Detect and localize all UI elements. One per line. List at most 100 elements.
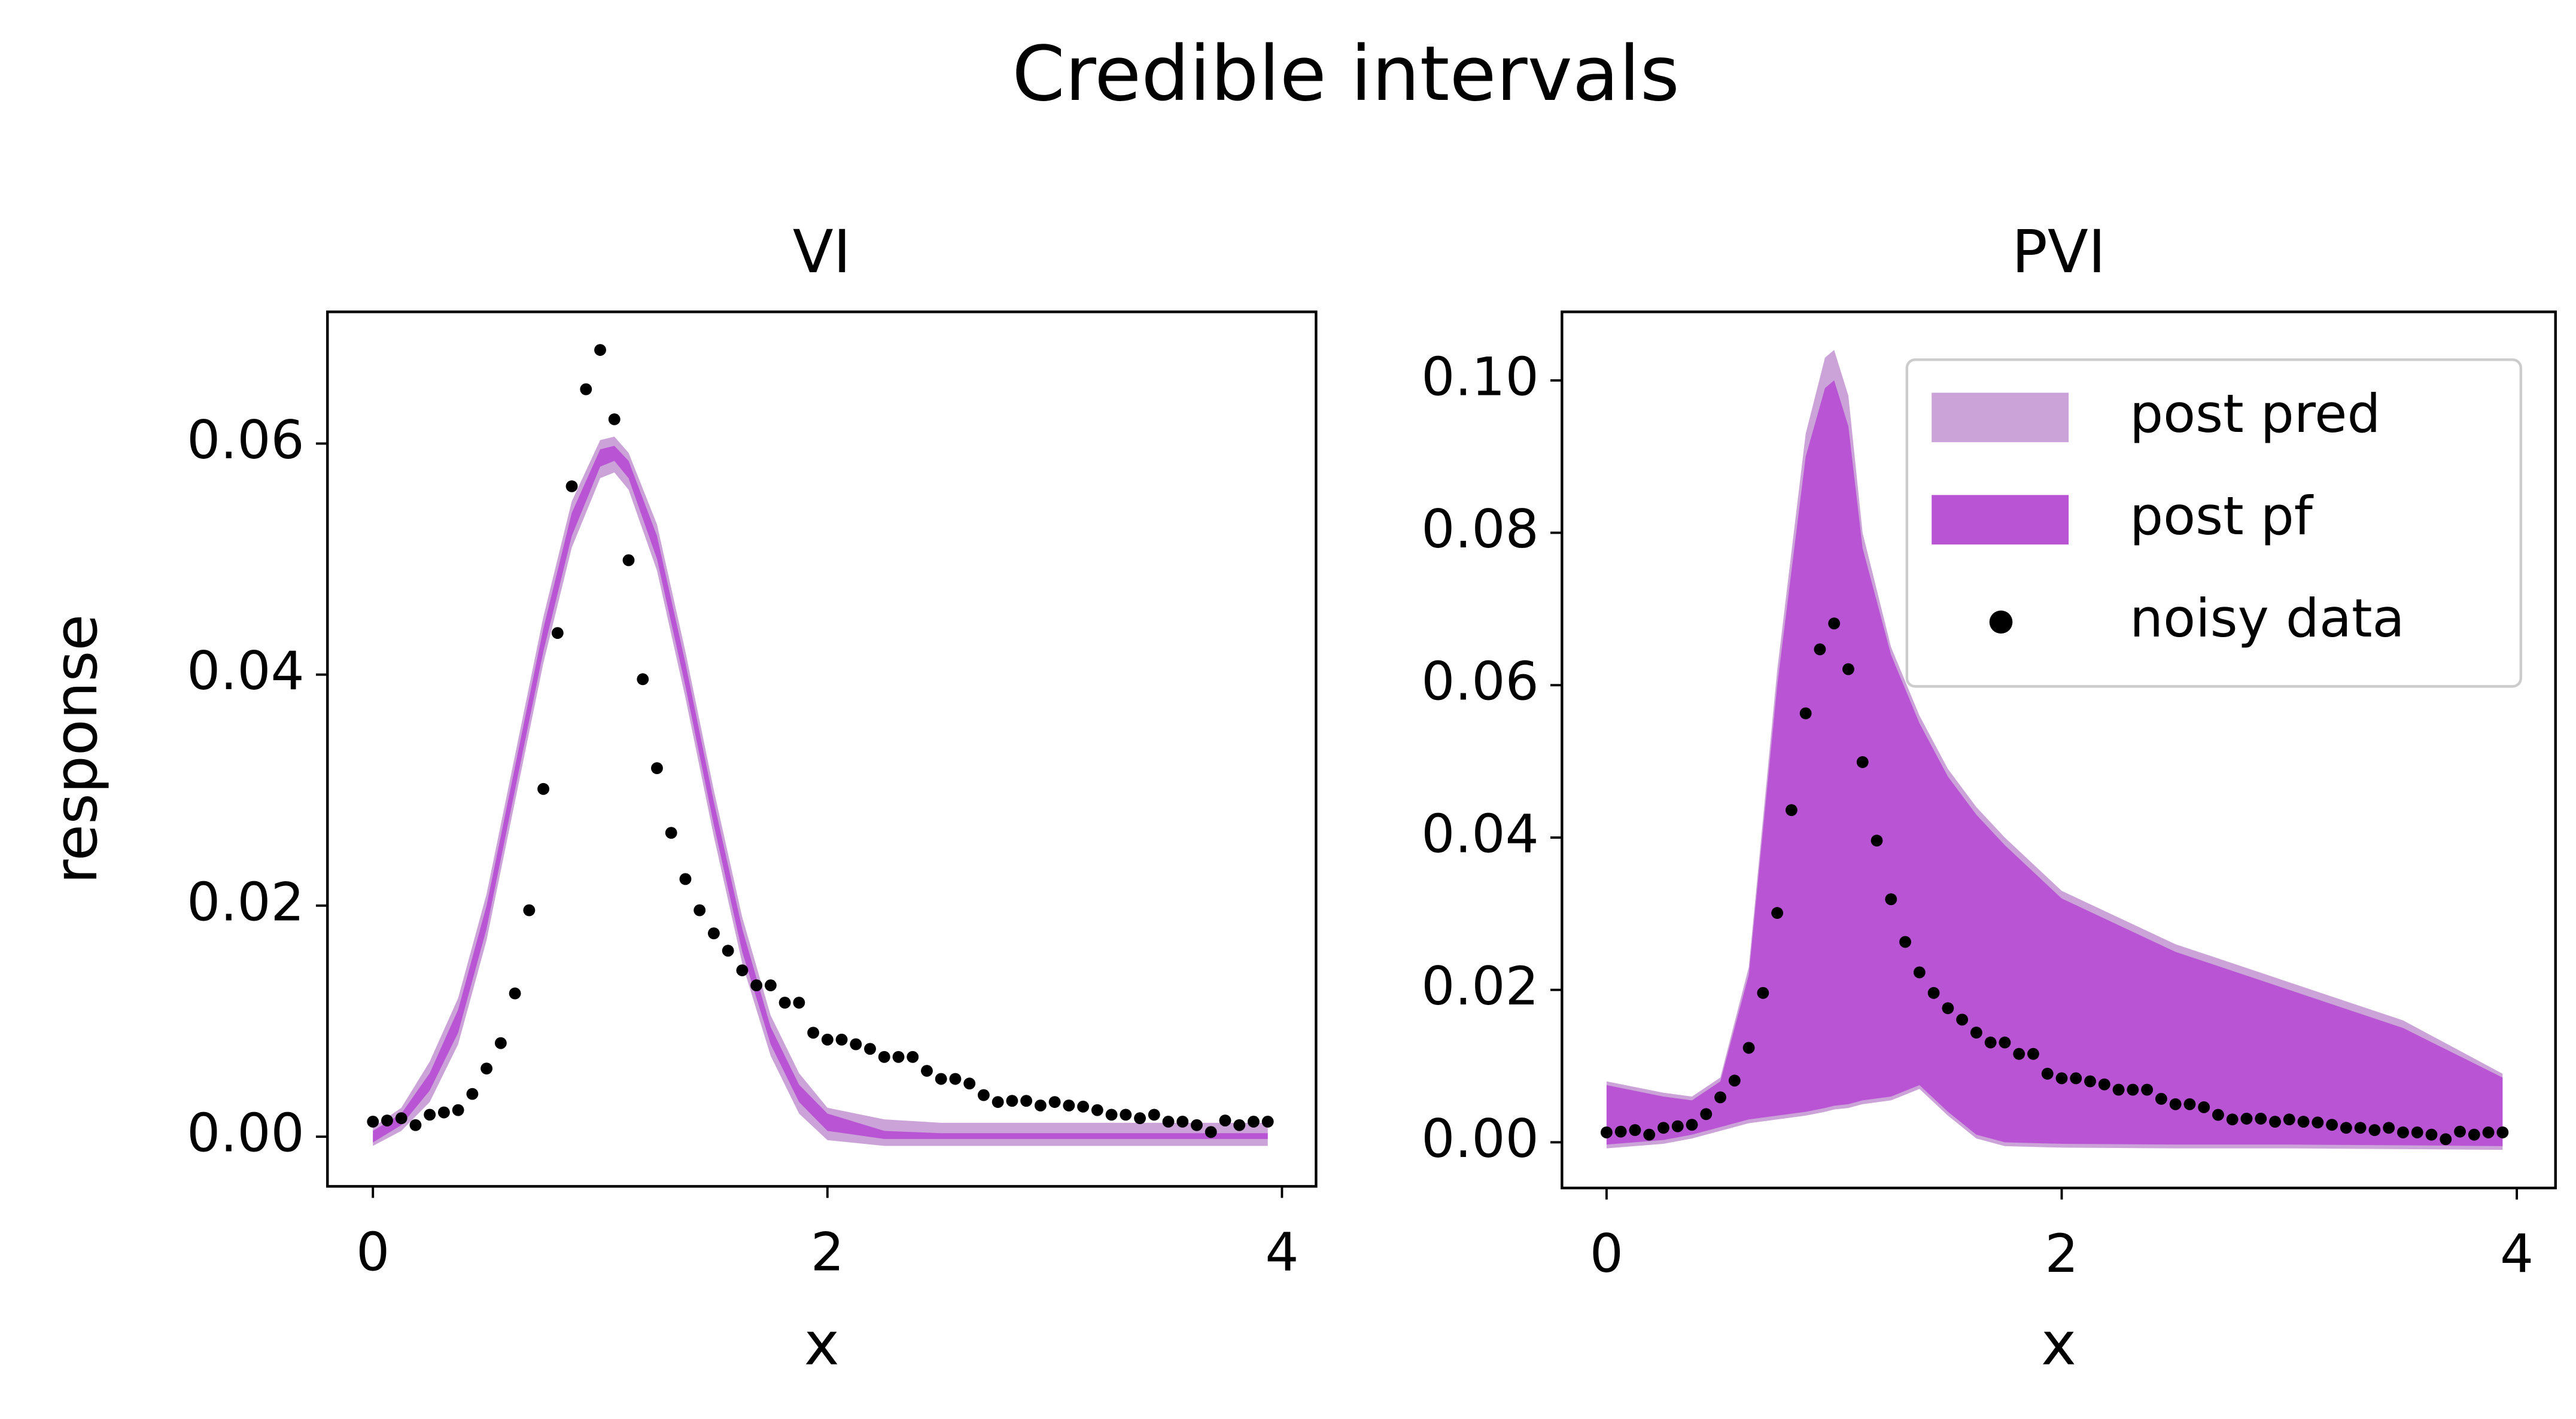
y-tick-label: 0.00 [187,1102,305,1164]
y-tick-label: 0.00 [1421,1108,1539,1170]
data-point [665,827,677,839]
data-point [892,1050,905,1063]
data-point [992,1096,1004,1109]
data-point [1077,1100,1090,1113]
data-point [1742,1042,1755,1054]
data-point [2084,1075,2096,1088]
data-point [850,1038,862,1050]
data-point [1261,1116,1274,1128]
data-point [480,1062,493,1075]
data-point [1899,936,1911,948]
data-point [1885,893,1897,906]
data-point [1856,756,1869,768]
y-tick-label: 0.08 [1421,498,1539,560]
data-point [1034,1099,1047,1112]
x-tick-label: 4 [2500,1223,2534,1284]
data-point [1006,1095,1018,1107]
axes-frame [326,310,1318,1188]
data-point [1956,1013,1969,1026]
data-point [1063,1099,1075,1112]
data-point [494,1037,507,1049]
x-tick-label: 4 [1265,1221,1298,1283]
x-tick-label: 2 [811,1221,844,1283]
data-point [978,1089,990,1101]
data-point [395,1112,407,1125]
data-point [2440,1133,2452,1146]
data-point [424,1109,436,1121]
data-point [565,480,578,492]
data-point [1191,1119,1203,1131]
data-point [2255,1113,2267,1125]
data-point [793,997,805,1009]
x-axis-label: x [2041,1310,2076,1379]
data-point [807,1027,820,1039]
data-point [2055,1072,2068,1085]
data-point [1248,1116,1260,1128]
data-point [835,1033,848,1046]
data-point [2027,1047,2039,1060]
data-point [2155,1092,2167,1105]
data-point [2198,1101,2210,1113]
data-point [694,904,706,916]
y-axis-label: response [42,614,111,884]
data-point [1942,1002,1954,1015]
data-point [764,979,777,992]
data-point [523,904,536,916]
data-point [2312,1116,2324,1129]
subplot-title: PVI [2012,218,2106,287]
data-point [963,1077,976,1090]
data-point [2013,1047,2025,1060]
data-point [409,1119,422,1131]
data-point [1814,643,1826,656]
data-point [778,997,791,1009]
data-point [580,383,592,395]
data-point [1643,1128,1656,1141]
data-point [679,873,692,885]
data-point [1757,986,1769,999]
data-point [1120,1109,1132,1121]
data-point [551,627,564,640]
data-point [878,1050,890,1063]
subplot: 0 2 4 0.00 0.02 0.04 0.06 0.08 0.10 PVI x post pred… [1421,218,2557,1379]
data-point [1600,1126,1613,1138]
data-point [637,673,649,686]
data-point [736,964,749,976]
data-point [1686,1119,1698,1131]
x-tick-label: 0 [356,1221,390,1283]
data-point [2127,1083,2139,1096]
data-point [594,344,606,356]
data-point [1629,1124,1641,1137]
legend: post pred post pf noisy data [1905,358,2523,688]
data-point [821,1033,834,1046]
data-point [2283,1113,2295,1126]
data-point [1105,1109,1118,1121]
axes-frame [1561,310,2557,1190]
data-point [722,945,734,957]
data-point [2041,1067,2054,1080]
legend-label: post pf [2130,485,2314,547]
data-point [1700,1108,1713,1120]
data-point [2354,1122,2367,1134]
y-tick-label: 0.04 [187,640,305,702]
data-point [1233,1119,1246,1131]
x-axis-label: x [804,1310,840,1379]
data-point [1871,835,1883,847]
data-point [1020,1095,1033,1107]
data-point [1162,1116,1175,1128]
data-point [1091,1104,1103,1116]
y-tick-label: 0.04 [1421,803,1539,864]
data-point [750,979,763,992]
data-point [949,1073,962,1085]
data-point [864,1043,876,1055]
data-point [1970,1027,1982,1039]
data-point [509,987,521,1000]
data-point [2297,1116,2310,1128]
data-point [1614,1125,1627,1138]
data-point [1984,1036,1997,1049]
data-point [1728,1074,1741,1087]
data-point [1148,1109,1160,1121]
data-point [1048,1096,1061,1109]
data-point [2340,1122,2352,1134]
